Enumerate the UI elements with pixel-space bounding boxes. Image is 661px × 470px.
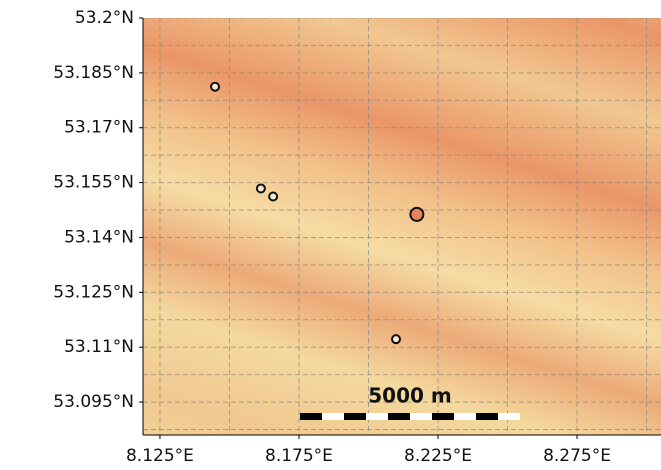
x-tick-label: 8.175°E xyxy=(265,446,333,466)
y-tick-label: 53.2°N xyxy=(75,8,134,28)
x-tick-label: 8.125°E xyxy=(126,446,194,466)
site-point xyxy=(255,183,266,194)
y-tick-label: 53.14°N xyxy=(64,227,134,247)
y-tick-label: 53.17°N xyxy=(64,118,134,138)
site-point xyxy=(409,206,425,222)
scale-seg xyxy=(388,413,410,420)
site-point xyxy=(268,191,279,202)
x-tick-label: 8.225°E xyxy=(404,446,472,466)
grid xyxy=(143,18,661,435)
y-tick-label: 53.095°N xyxy=(53,392,134,412)
scale-seg xyxy=(300,413,322,420)
y-tick-label: 53.125°N xyxy=(53,282,134,302)
y-tick-label: 53.185°N xyxy=(53,63,134,83)
scale-seg xyxy=(476,413,498,420)
scale-label: 5000 m xyxy=(368,384,451,408)
scale-seg xyxy=(344,413,366,420)
y-tick-label: 53.155°N xyxy=(53,173,134,193)
y-tick-label: 53.11°N xyxy=(64,337,134,357)
site-point xyxy=(210,81,221,92)
scale-seg xyxy=(432,413,454,420)
site-point xyxy=(391,334,402,345)
x-tick-label: 8.275°E xyxy=(543,446,611,466)
points xyxy=(210,81,425,345)
basemap xyxy=(143,18,661,435)
scale-bar: 5000 m xyxy=(300,384,520,420)
